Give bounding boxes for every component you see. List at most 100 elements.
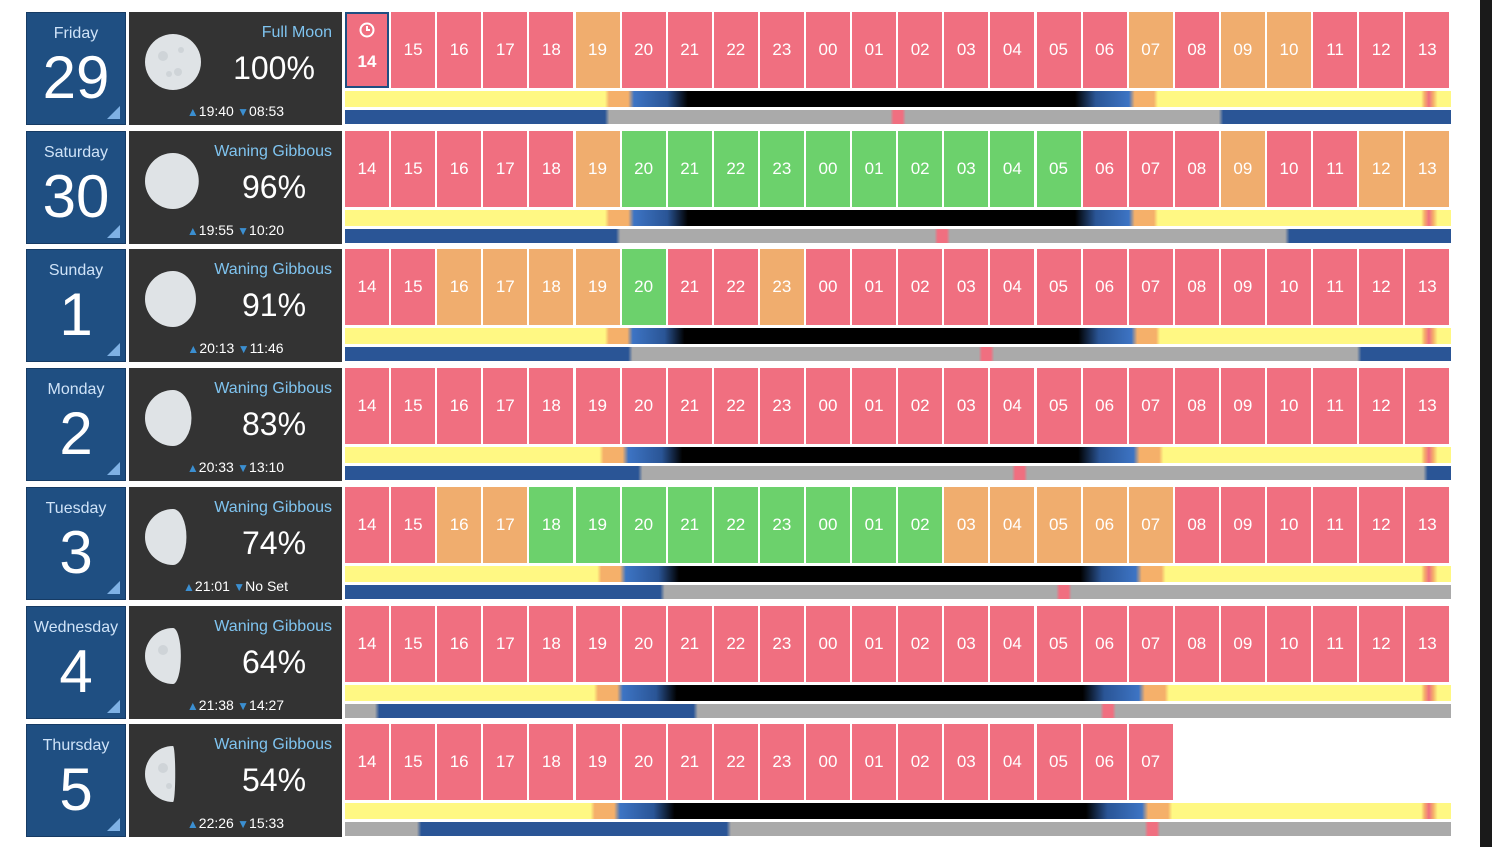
hour-cell[interactable]: 14 — [345, 130, 389, 207]
hour-cell[interactable]: 01 — [852, 724, 897, 801]
date-box[interactable]: Tuesday 3 — [26, 486, 126, 600]
expand-corner-icon[interactable] — [107, 224, 120, 238]
hour-cell[interactable]: 16 — [437, 368, 482, 445]
hour-cell[interactable]: 18 — [529, 368, 574, 445]
hour-cell[interactable]: 08 — [1174, 249, 1219, 326]
hour-cell[interactable]: 03 — [944, 724, 989, 801]
hour-cell[interactable]: 22 — [713, 249, 758, 326]
hour-cell[interactable]: 16 — [437, 130, 482, 207]
hour-cell[interactable]: 03 — [944, 486, 989, 563]
hour-cell[interactable]: 15 — [391, 724, 436, 801]
hour-cell[interactable]: 06 — [1082, 724, 1127, 801]
hour-cell[interactable]: 19 — [575, 486, 620, 563]
hour-cell[interactable]: 22 — [713, 368, 758, 445]
hour-cell[interactable]: 13 — [1405, 605, 1450, 682]
hour-cell[interactable]: 00 — [806, 368, 850, 445]
hour-cell[interactable]: 22 — [713, 724, 758, 801]
hour-cell[interactable]: 06 — [1082, 12, 1127, 88]
hour-cell[interactable]: 15 — [391, 486, 436, 563]
hour-cell[interactable]: 11 — [1313, 486, 1358, 563]
hour-cell[interactable]: 14 — [345, 605, 389, 682]
expand-corner-icon[interactable] — [107, 699, 120, 713]
hour-cell[interactable]: 08 — [1174, 605, 1219, 682]
hour-cell[interactable]: 15 — [391, 130, 436, 207]
hour-cell[interactable]: 09 — [1220, 605, 1265, 682]
hour-cell[interactable]: 09 — [1220, 486, 1265, 563]
hour-cell[interactable]: 14 — [345, 724, 389, 801]
hour-cell[interactable]: 13 — [1405, 130, 1450, 207]
hour-cell[interactable]: 07 — [1128, 12, 1173, 88]
hour-cell[interactable]: 23 — [759, 368, 804, 445]
hour-cell[interactable]: 12 — [1359, 130, 1404, 207]
hour-cell[interactable]: 21 — [667, 249, 712, 326]
hour-cell[interactable]: 23 — [759, 724, 804, 801]
hour-cell[interactable]: 02 — [898, 12, 943, 88]
date-box[interactable]: Wednesday 4 — [26, 605, 126, 719]
hour-cell[interactable]: 22 — [713, 12, 758, 88]
hour-cell[interactable]: 05 — [1036, 724, 1081, 801]
hour-cell[interactable]: 04 — [990, 368, 1035, 445]
hour-cell[interactable]: 18 — [529, 130, 574, 207]
hour-cell[interactable]: 18 — [529, 249, 574, 326]
hour-cell[interactable]: 21 — [667, 12, 712, 88]
hour-cell[interactable]: 10 — [1267, 368, 1311, 445]
hour-cell[interactable]: 00 — [806, 249, 850, 326]
hour-cell[interactable]: 10 — [1267, 605, 1311, 682]
hour-cell[interactable]: 11 — [1313, 12, 1358, 88]
hour-cell[interactable]: 10 — [1267, 249, 1311, 326]
hour-cell[interactable]: 20 — [621, 130, 666, 207]
hour-cell[interactable]: 20 — [621, 486, 666, 563]
hour-cell[interactable]: 16 — [437, 724, 482, 801]
hour-cell[interactable]: 07 — [1128, 486, 1173, 563]
scrollbar[interactable] — [1480, 0, 1492, 847]
expand-corner-icon[interactable] — [107, 343, 120, 357]
hour-cell[interactable]: 01 — [852, 130, 897, 207]
hour-cell[interactable]: 19 — [575, 12, 620, 88]
hour-cell[interactable]: 23 — [759, 12, 804, 88]
hour-cell[interactable]: 17 — [483, 368, 528, 445]
hour-cell[interactable]: 10 — [1267, 486, 1311, 563]
hour-cell[interactable]: 13 — [1405, 486, 1450, 563]
hour-cell[interactable]: 08 — [1174, 12, 1219, 88]
hour-cell[interactable]: 20 — [621, 605, 666, 682]
hour-cell[interactable]: 05 — [1036, 12, 1081, 88]
hour-cell[interactable]: 05 — [1036, 130, 1081, 207]
hour-cell[interactable]: 12 — [1359, 12, 1404, 88]
hour-cell[interactable]: 08 — [1174, 486, 1219, 563]
hour-cell[interactable]: 17 — [483, 486, 528, 563]
hour-cell[interactable]: 05 — [1036, 486, 1081, 563]
date-box[interactable]: Thursday 5 — [26, 724, 126, 838]
hour-cell[interactable]: 21 — [667, 486, 712, 563]
hour-cell[interactable]: 23 — [759, 605, 804, 682]
hour-cell[interactable]: 03 — [944, 249, 989, 326]
hour-cell[interactable]: 13 — [1405, 12, 1450, 88]
hour-cell[interactable]: 02 — [898, 368, 943, 445]
hour-cell[interactable]: 18 — [529, 486, 574, 563]
hour-cell[interactable]: 04 — [990, 605, 1035, 682]
hour-cell[interactable]: 15 — [391, 368, 436, 445]
hour-cell[interactable]: 16 — [437, 486, 482, 563]
hour-cell[interactable]: 22 — [713, 486, 758, 563]
hour-cell[interactable]: 05 — [1036, 368, 1081, 445]
hour-cell[interactable]: 02 — [898, 724, 943, 801]
hour-cell[interactable]: 02 — [898, 130, 943, 207]
date-box[interactable]: Friday 29 — [26, 12, 126, 125]
hour-cell[interactable]: 23 — [759, 249, 804, 326]
expand-corner-icon[interactable] — [107, 580, 120, 594]
hour-cell[interactable]: 07 — [1128, 249, 1173, 326]
date-box[interactable]: Monday 2 — [26, 368, 126, 482]
expand-corner-icon[interactable] — [107, 106, 120, 119]
hour-cell[interactable]: 19 — [575, 724, 620, 801]
hour-cell[interactable]: 16 — [437, 12, 482, 88]
hour-cell[interactable]: 15 — [391, 249, 436, 326]
hour-cell[interactable]: 01 — [852, 249, 897, 326]
hour-cell[interactable]: 08 — [1174, 130, 1219, 207]
hour-cell[interactable]: 19 — [575, 368, 620, 445]
hour-cell[interactable]: 02 — [898, 486, 943, 563]
hour-cell[interactable]: 04 — [990, 249, 1035, 326]
hour-cell[interactable]: 04 — [990, 12, 1035, 88]
hour-cell[interactable]: 00 — [806, 12, 850, 88]
hour-cell[interactable]: 07 — [1128, 724, 1173, 801]
hour-cell[interactable]: 08 — [1174, 368, 1219, 445]
hour-cell[interactable]: 15 — [391, 12, 436, 88]
